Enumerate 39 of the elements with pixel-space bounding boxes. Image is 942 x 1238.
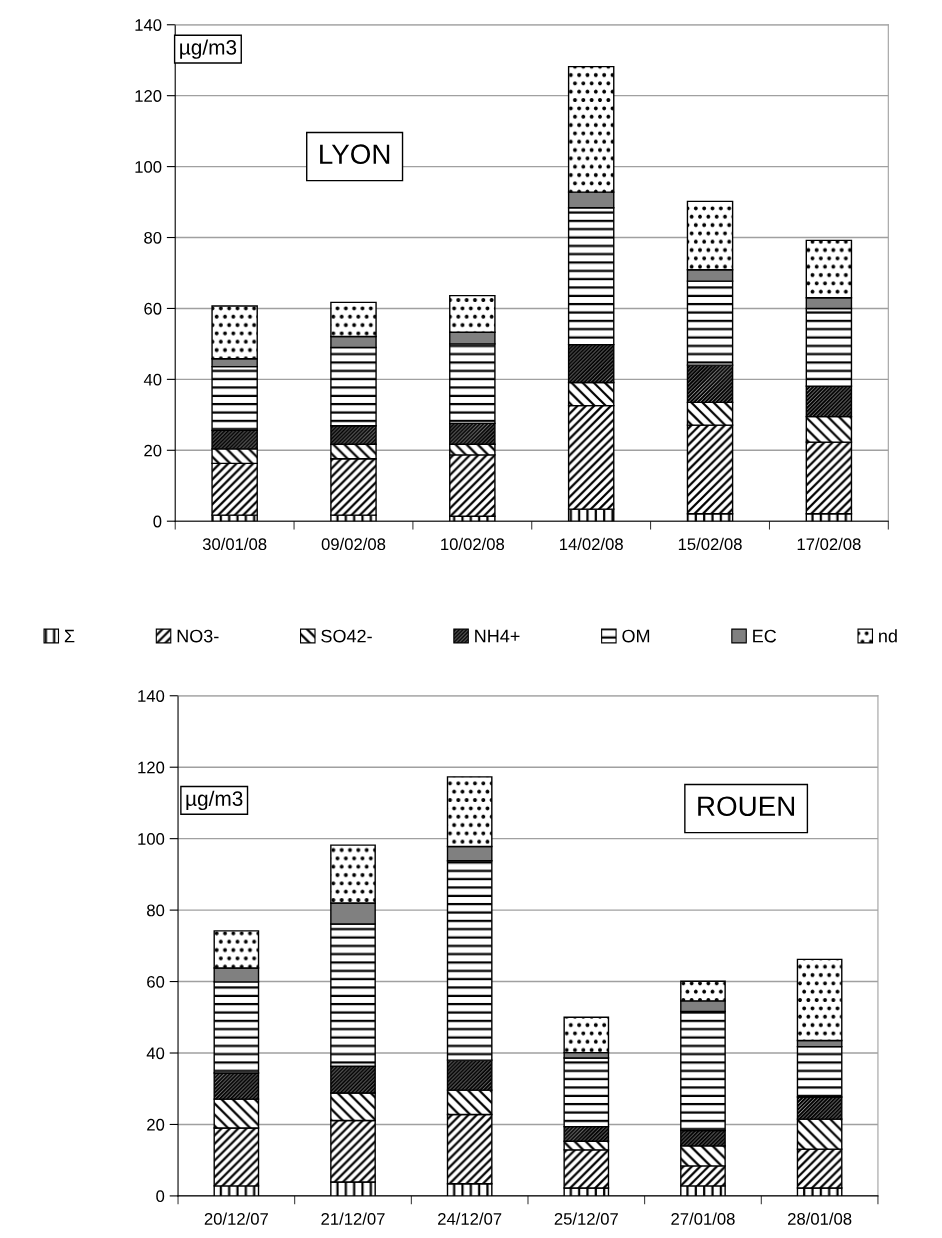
y-tick-label: 100: [135, 161, 162, 173]
x-tick-label: 20/12/07: [204, 1212, 268, 1225]
x-tick-label: 09/02/08: [321, 537, 386, 551]
x-tick-label: 30/01/08: [202, 537, 267, 551]
x-tick-label: 21/12/07: [321, 1212, 385, 1225]
annotation: µg/m3: [180, 39, 237, 59]
x-tick-label: 25/12/07: [554, 1212, 618, 1225]
y-tick-label: 80: [144, 231, 162, 244]
y-tick-label: 60: [144, 302, 162, 315]
y-tick-label: 20: [144, 444, 162, 457]
annotation: ROUEN: [698, 796, 795, 817]
legend-label: NO3-: [177, 629, 219, 643]
y-tick-label: 40: [146, 1047, 165, 1060]
legend-label: Σ: [64, 629, 75, 643]
legend-label: NH4+: [475, 629, 520, 643]
x-tick-label: 17/02/08: [797, 537, 861, 551]
x-tick-label: 28/01/08: [788, 1212, 852, 1225]
legend-label: OM: [622, 629, 650, 643]
legend-label: EC: [753, 629, 777, 643]
annotation: µg/m3: [186, 790, 243, 811]
x-tick-label: 14/02/08: [560, 537, 623, 551]
y-tick-label: 100: [138, 833, 165, 845]
annotation: LYON: [320, 144, 390, 165]
x-tick-label: 10/02/08: [441, 537, 505, 551]
y-tick-label: 0: [156, 1190, 165, 1203]
x-tick-label: 15/02/08: [678, 537, 742, 551]
y-tick-label: 120: [135, 90, 162, 102]
x-tick-label: 27/01/08: [671, 1212, 735, 1225]
legend-label: nd: [879, 629, 897, 643]
y-tick-label: 80: [147, 904, 165, 917]
y-tick-label: 20: [147, 1118, 165, 1131]
legend-label: SO42-: [321, 629, 372, 643]
x-tick-label: 24/12/07: [438, 1212, 502, 1225]
y-tick-label: 60: [147, 975, 165, 988]
y-tick-label: 140: [135, 19, 162, 31]
y-tick-label: 40: [143, 373, 162, 386]
y-tick-label: 140: [138, 690, 165, 702]
y-tick-label: 120: [138, 761, 165, 774]
y-tick-label: 0: [153, 515, 162, 528]
